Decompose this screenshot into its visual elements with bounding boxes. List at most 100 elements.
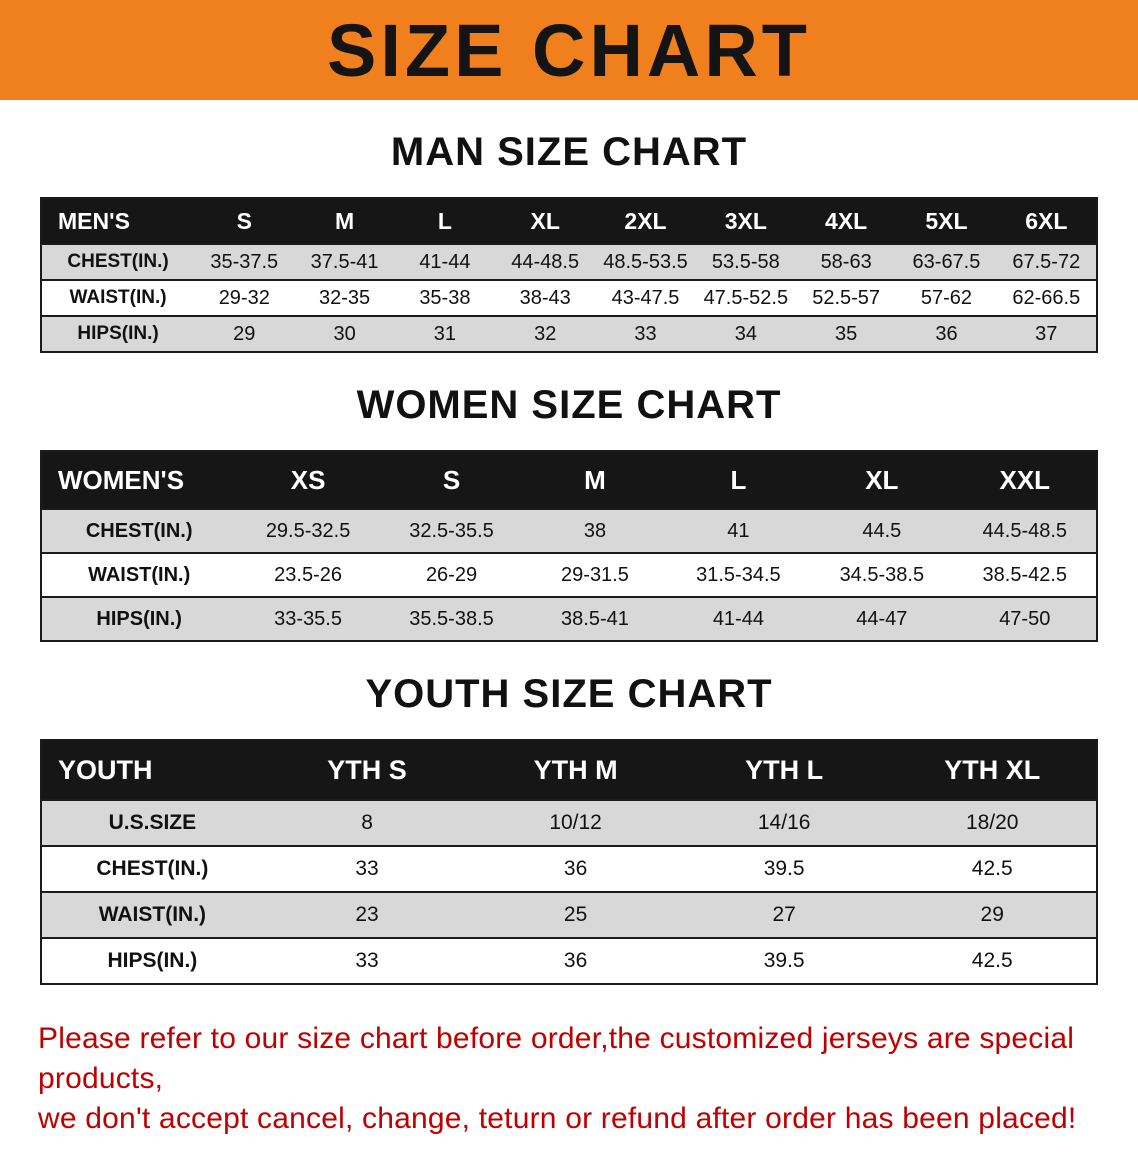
size-chart-page: SIZE CHART MAN SIZE CHART MEN'S S M L XL 2XL 3…	[0, 0, 1138, 1139]
size-value-cell: 63-67.5	[896, 243, 997, 280]
men-table-body: CHEST(IN.) 35-37.5 37.5-41 41-44 44-48.5 48.5…	[41, 243, 1097, 352]
size-value-cell: 14/16	[679, 799, 889, 846]
size-value-cell: 35-37.5	[194, 243, 295, 280]
size-value-cell: 38.5-42.5	[953, 552, 1097, 597]
page-title: SIZE CHART	[327, 8, 811, 92]
men-size-table: MEN'S S M L XL 2XL 3XL 4XL 5XL 6XL CHEST(IN.) 35-3…	[40, 197, 1098, 353]
size-value-cell: 23.5-26	[236, 552, 380, 597]
size-column-header: XS	[236, 451, 380, 509]
size-value-cell: 36	[471, 937, 680, 984]
size-value-cell: 35	[795, 315, 897, 352]
women-table-header: WOMEN'S XS S M L XL XXL	[41, 451, 1097, 509]
banner: SIZE CHART	[0, 0, 1138, 100]
size-value-cell: 25	[471, 891, 680, 938]
size-value-cell: 44-47	[810, 596, 954, 641]
size-value-cell: 29	[888, 891, 1097, 938]
size-value-cell: 33	[595, 315, 696, 352]
disclaimer-line-2: we don't accept cancel, change, teturn o…	[38, 1102, 1077, 1135]
youth-section-heading: YOUTH SIZE CHART	[365, 672, 773, 716]
size-value-cell: 33	[262, 845, 472, 892]
header-row: MEN'S S M L XL 2XL 3XL 4XL 5XL 6XL	[41, 198, 1097, 244]
size-value-cell: 37.5-41	[294, 243, 395, 280]
size-column-header: L	[666, 451, 811, 509]
size-value-cell: 10/12	[471, 799, 680, 846]
size-value-cell: 36	[471, 845, 680, 892]
size-value-cell: 34	[695, 315, 796, 352]
size-column-header: 3XL	[695, 198, 796, 244]
disclaimer-line-1: Please refer to our size chart before or…	[38, 1022, 1075, 1095]
size-value-cell: 41-44	[666, 596, 811, 641]
size-value-cell: 36	[896, 315, 997, 352]
size-value-cell: 47.5-52.5	[695, 279, 796, 316]
size-column-header: YTH L	[679, 740, 889, 800]
youth-table-body: U.S.SIZE 8 10/12 14/16 18/20 CHEST(IN.) 33 36 39…	[41, 799, 1097, 984]
size-value-cell: 58-63	[795, 243, 897, 280]
table-row: WAIST(IN.) 23.5-26 26-29 29-31.5 31.5-34.5 34…	[41, 552, 1097, 597]
size-value-cell: 18/20	[888, 799, 1097, 846]
size-column-header: S	[379, 451, 524, 509]
women-section-heading: WOMEN SIZE CHART	[356, 383, 782, 427]
size-value-cell: 32-35	[294, 279, 395, 316]
size-column-header: YTH XL	[888, 740, 1097, 800]
size-value-cell: 39.5	[679, 845, 889, 892]
size-column-header: 4XL	[795, 198, 897, 244]
women-size-section: WOMEN SIZE CHART WOMEN'S XS S M L XL XXL CHEST…	[0, 383, 1138, 642]
size-value-cell: 41-44	[394, 243, 496, 280]
size-value-cell: 41	[666, 508, 811, 553]
size-column-header: XXL	[953, 451, 1097, 509]
men-table-header: MEN'S S M L XL 2XL 3XL 4XL 5XL 6XL	[41, 198, 1097, 244]
size-value-cell: 31.5-34.5	[666, 552, 811, 597]
header-row: WOMEN'S XS S M L XL XXL	[41, 451, 1097, 509]
row-label: HIPS(IN.)	[41, 937, 263, 984]
size-value-cell: 34.5-38.5	[810, 552, 954, 597]
table-row: HIPS(IN.) 29 30 31 32 33 34 35 36 37	[41, 315, 1097, 352]
size-column-header: L	[394, 198, 496, 244]
row-label: CHEST(IN.)	[41, 243, 195, 280]
size-value-cell: 39.5	[679, 937, 889, 984]
table-row: HIPS(IN.) 33-35.5 35.5-38.5 38.5-41 41-44 44-…	[41, 596, 1097, 641]
size-column-header: M	[523, 451, 667, 509]
row-label: U.S.SIZE	[41, 799, 263, 846]
size-column-header: M	[294, 198, 395, 244]
size-value-cell: 29-32	[194, 279, 295, 316]
row-label: CHEST(IN.)	[41, 508, 237, 553]
table-row: WAIST(IN.) 29-32 32-35 35-38 38-43 43-47.5 47.…	[41, 279, 1097, 316]
size-value-cell: 29.5-32.5	[236, 508, 380, 553]
size-value-cell: 44-48.5	[495, 243, 596, 280]
size-column-header: YTH S	[262, 740, 472, 800]
row-label: HIPS(IN.)	[41, 315, 195, 352]
size-value-cell: 23	[262, 891, 472, 938]
size-value-cell: 44.5	[810, 508, 954, 553]
size-value-cell: 44.5-48.5	[953, 508, 1097, 553]
size-value-cell: 29	[194, 315, 295, 352]
size-value-cell: 62-66.5	[996, 279, 1097, 316]
table-row: CHEST(IN.) 33 36 39.5 42.5	[41, 845, 1097, 892]
size-value-cell: 38.5-41	[523, 596, 667, 641]
size-value-cell: 32	[495, 315, 596, 352]
size-value-cell: 33-35.5	[236, 596, 380, 641]
size-column-header: XL	[495, 198, 596, 244]
row-label: WAIST(IN.)	[41, 891, 263, 938]
row-label: WAIST(IN.)	[41, 552, 237, 597]
men-size-section: MAN SIZE CHART MEN'S S M L XL 2XL 3XL 4XL 5XL 6XL…	[0, 130, 1138, 353]
youth-size-section: YOUTH SIZE CHART YOUTH YTH S YTH M YTH L YTH…	[0, 672, 1138, 985]
size-value-cell: 43-47.5	[595, 279, 696, 316]
men-section-heading: MAN SIZE CHART	[390, 130, 748, 174]
disclaimer: Please refer to our size chart before or…	[38, 1019, 1100, 1139]
table-row: U.S.SIZE 8 10/12 14/16 18/20	[41, 799, 1097, 846]
header-row: YOUTH YTH S YTH M YTH L YTH XL	[41, 740, 1097, 800]
size-value-cell: 31	[394, 315, 496, 352]
size-value-cell: 37	[996, 315, 1097, 352]
row-label: HIPS(IN.)	[41, 596, 237, 641]
table-corner-label: YOUTH	[41, 740, 263, 800]
size-value-cell: 57-62	[896, 279, 997, 316]
youth-size-table: YOUTH YTH S YTH M YTH L YTH XL U.S.SIZE 8 10/1…	[40, 739, 1098, 985]
size-column-header: 5XL	[896, 198, 997, 244]
size-column-header: 2XL	[595, 198, 696, 244]
women-table-body: CHEST(IN.) 29.5-32.5 32.5-35.5 38 41 44.5 44.5…	[41, 508, 1097, 641]
size-value-cell: 29-31.5	[523, 552, 667, 597]
table-row: CHEST(IN.) 29.5-32.5 32.5-35.5 38 41 44.5 44.5…	[41, 508, 1097, 553]
size-value-cell: 42.5	[888, 937, 1097, 984]
size-value-cell: 35-38	[394, 279, 496, 316]
size-value-cell: 33	[262, 937, 472, 984]
